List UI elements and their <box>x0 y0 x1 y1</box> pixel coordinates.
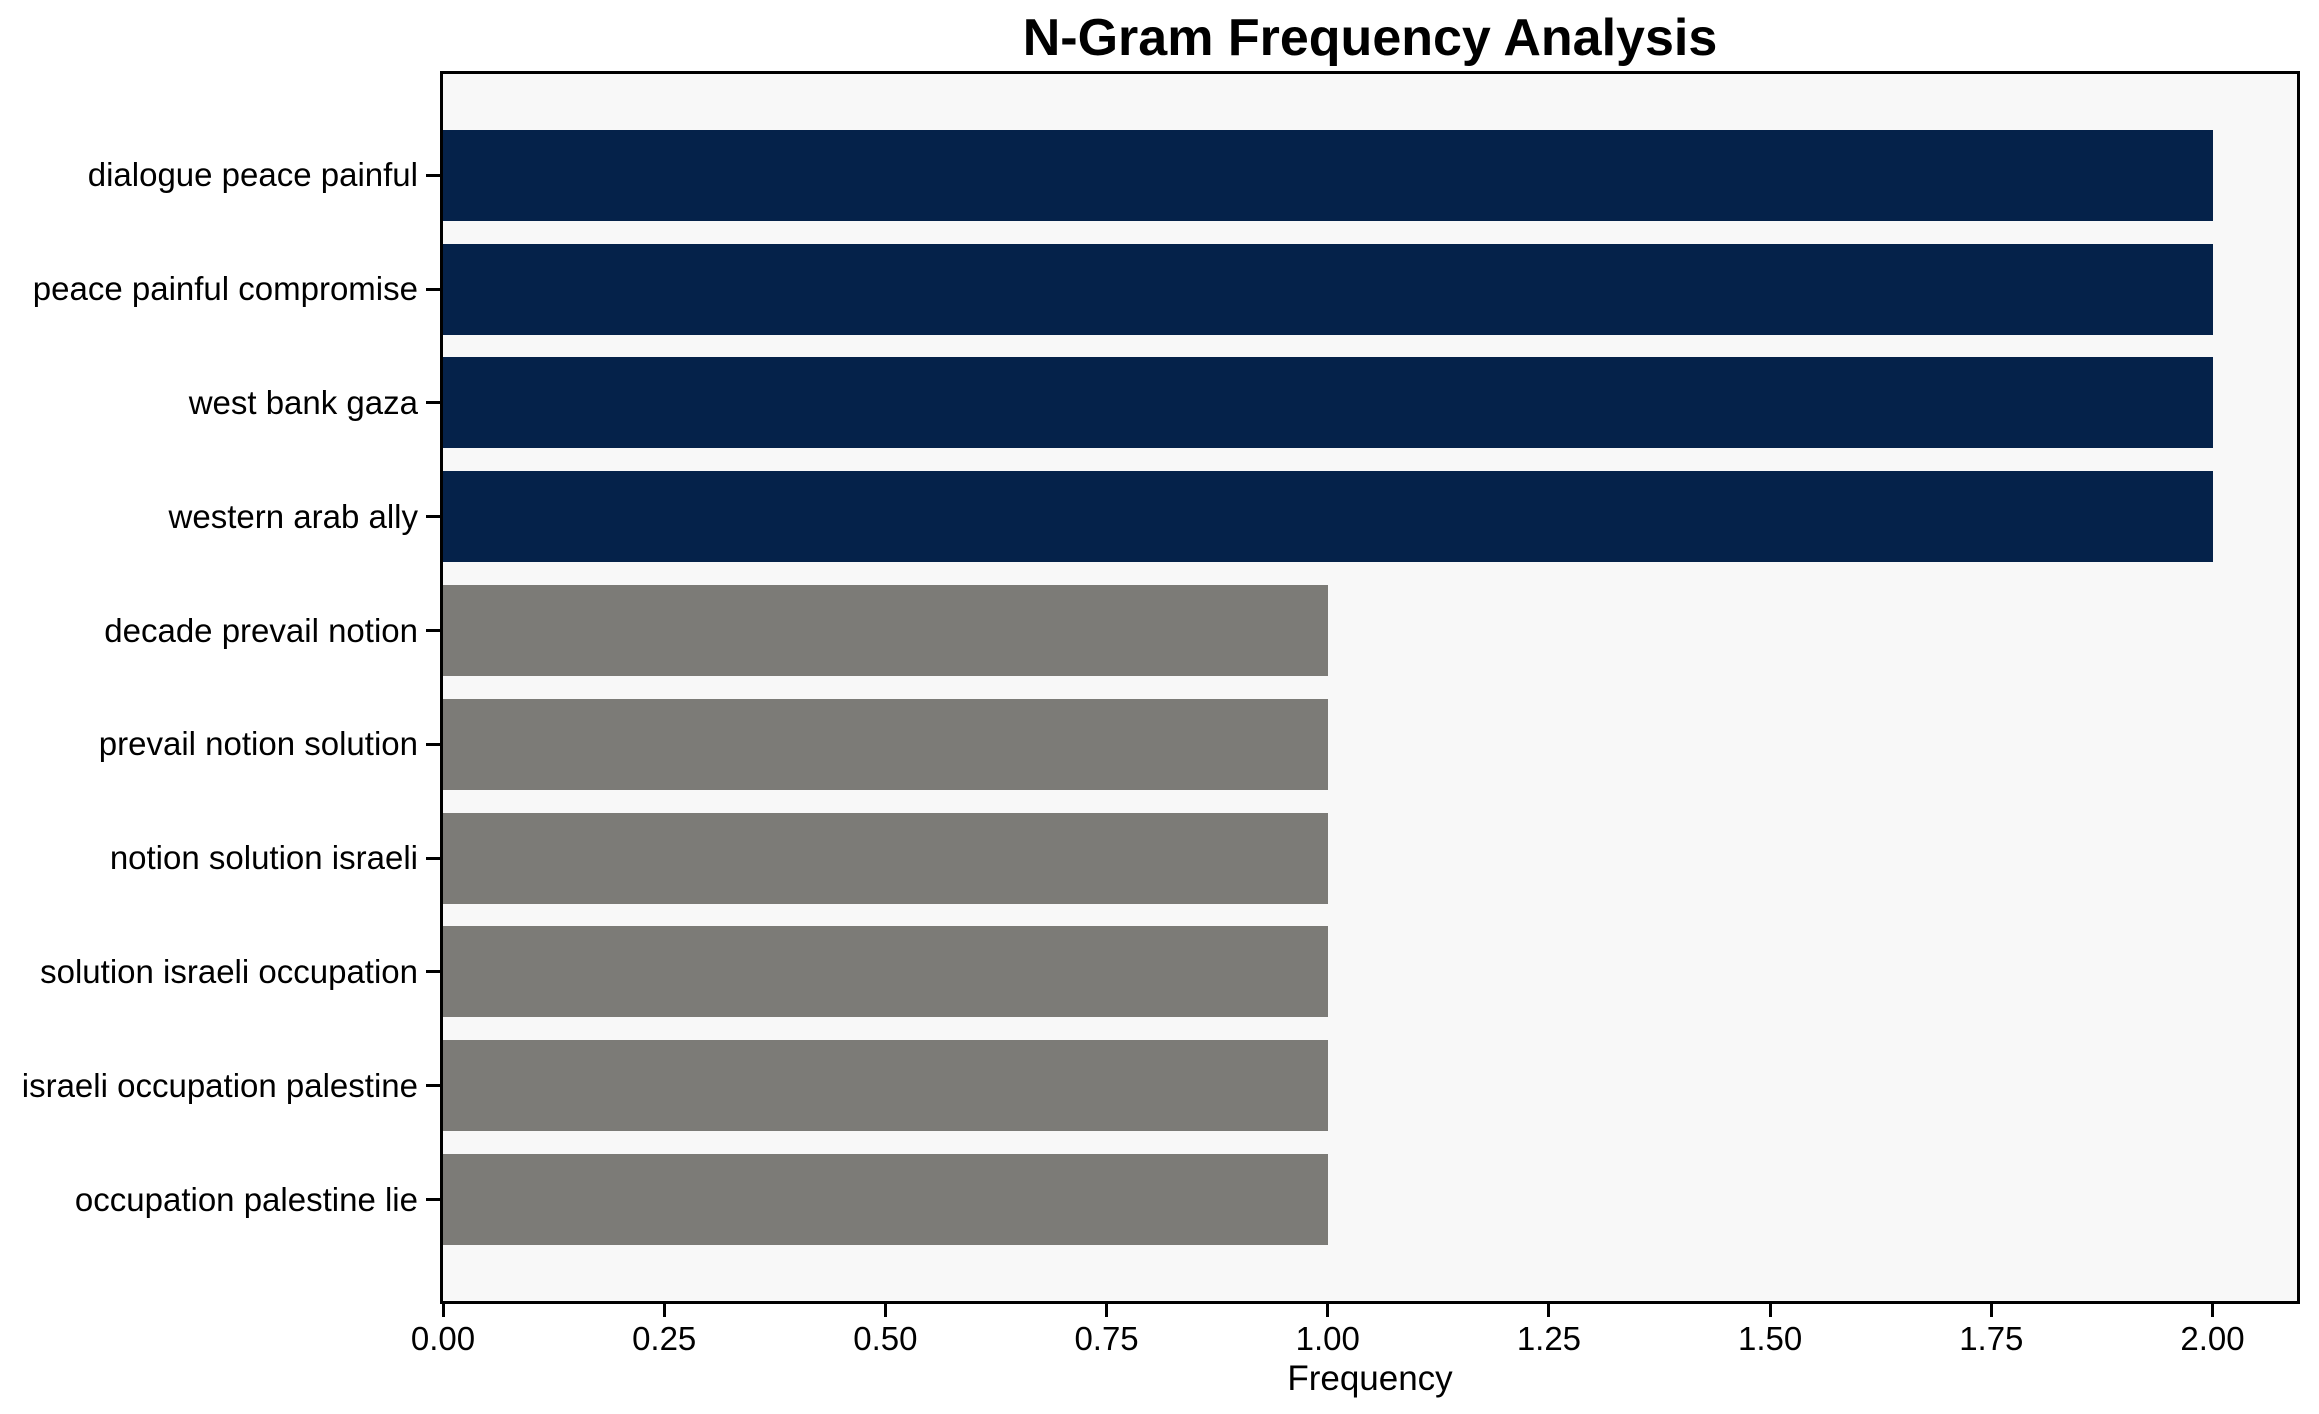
x-tick-mark <box>1326 1304 1330 1317</box>
bar <box>443 926 1328 1018</box>
x-tick-mark <box>883 1304 887 1317</box>
x-tick-mark <box>2211 1304 2214 1317</box>
y-tick-mark <box>426 401 440 405</box>
x-tick-mark <box>441 1304 445 1317</box>
y-tick-mark <box>426 856 440 860</box>
bar <box>443 471 2213 563</box>
y-tick-mark <box>426 970 440 974</box>
x-tick-mark <box>1547 1304 1551 1317</box>
bar <box>443 357 2213 449</box>
x-tick-label: 0.00 <box>410 1320 476 1357</box>
y-tick-label: peace painful compromise <box>32 270 418 308</box>
x-tick-mark <box>1105 1304 1109 1317</box>
x-tick-label: 1.75 <box>1959 1320 2024 1357</box>
y-tick-mark <box>426 515 440 519</box>
y-tick-mark <box>426 742 440 746</box>
bar <box>443 1040 1328 1132</box>
bar <box>443 243 2213 335</box>
y-tick-label: dialogue peace painful <box>87 156 418 194</box>
x-axis-label: Frequency <box>1287 1359 1453 1398</box>
y-tick-label: western arab ally <box>168 497 418 535</box>
x-tick-label: 1.25 <box>1516 1320 1582 1357</box>
y-tick-mark <box>426 173 440 177</box>
x-tick-label: 1.00 <box>1295 1320 1360 1357</box>
plot-area <box>440 71 2300 1304</box>
x-tick-label: 0.25 <box>632 1320 697 1357</box>
x-tick-label: 1.50 <box>1738 1320 1803 1357</box>
y-tick-label: israeli occupation palestine <box>21 1066 418 1104</box>
bar <box>443 698 1328 790</box>
bar <box>443 1154 1328 1245</box>
chart-title: N-Gram Frequency Analysis <box>1022 9 1718 67</box>
y-tick-label: prevail notion solution <box>98 725 418 763</box>
x-tick-label: 0.50 <box>853 1320 918 1357</box>
y-tick-mark <box>426 287 440 291</box>
y-tick-mark <box>426 1084 440 1088</box>
x-tick-label: 2.00 <box>2180 1320 2245 1357</box>
x-tick-mark <box>662 1304 666 1317</box>
y-tick-mark <box>426 1198 440 1201</box>
bar <box>443 585 1328 676</box>
y-tick-label: decade prevail notion <box>104 611 418 649</box>
x-tick-mark <box>1768 1304 1772 1317</box>
bar <box>443 812 1328 904</box>
y-tick-mark <box>426 629 440 632</box>
y-tick-label: notion solution israeli <box>109 839 418 877</box>
x-tick-label: 0.75 <box>1074 1320 1139 1357</box>
y-tick-label: occupation palestine lie <box>74 1180 418 1218</box>
y-tick-label: west bank gaza <box>188 383 418 421</box>
bar <box>443 129 2213 221</box>
x-tick-mark <box>1989 1304 1993 1317</box>
y-tick-label: solution israeli occupation <box>40 952 418 990</box>
